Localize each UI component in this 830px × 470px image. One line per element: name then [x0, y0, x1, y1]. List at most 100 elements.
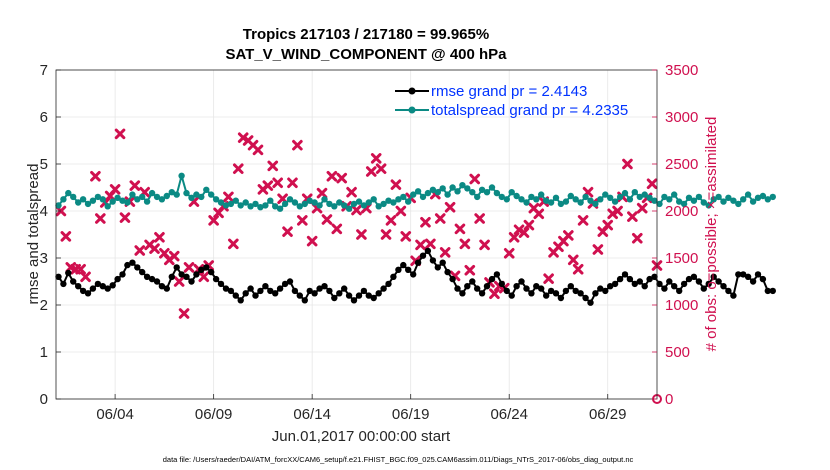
obs-assimilated-marker [267, 160, 279, 172]
rmse-point [449, 275, 456, 283]
rmse-point [148, 275, 156, 283]
totalspread-point [331, 203, 338, 210]
totalspread-point [641, 191, 648, 198]
rmse-point [680, 280, 688, 288]
rmse-point [75, 283, 82, 290]
rmse-point [483, 283, 491, 290]
obs-assimilated-marker [400, 231, 412, 242]
rmse-point [651, 273, 658, 280]
rmse-point [291, 287, 299, 295]
obs-assimilated-marker [489, 288, 500, 300]
obs-assimilated-marker [292, 139, 303, 151]
totalspread-point [661, 193, 668, 201]
obs-assimilated-marker [627, 211, 638, 222]
totalspread-point [424, 189, 432, 197]
y-tick-label-right: 2500 [665, 156, 698, 173]
series-layer [55, 128, 776, 404]
rmse-point [700, 285, 707, 292]
obs-assimilated-marker [533, 208, 545, 220]
plot-frame [55, 69, 658, 400]
obs-assimilated-marker [316, 187, 328, 199]
totalspread-point [84, 200, 92, 208]
x-tick-label: 06/09 [195, 406, 233, 423]
rmse-point [336, 290, 343, 297]
totalspread-point [276, 205, 284, 212]
obs-assimilated-marker [272, 177, 283, 189]
rmse-point [419, 252, 427, 259]
totalspread-point [759, 192, 767, 200]
totalspread-point [483, 189, 491, 196]
rmse-point [661, 285, 668, 292]
obs-assimilated-marker [149, 243, 160, 254]
totalspread-point [143, 198, 151, 205]
rmse-point [296, 292, 303, 299]
rmse-point [602, 287, 609, 295]
rmse-point [227, 287, 235, 295]
totalspread-point [203, 186, 210, 193]
obs-assimilated-marker [356, 229, 367, 240]
obs-assimilated-marker [420, 216, 431, 228]
obs-assimilated-marker [178, 308, 190, 319]
rmse-point [488, 275, 496, 283]
totalspread-point [129, 191, 136, 198]
x-tick-label: 06/19 [392, 406, 430, 423]
rmse-point [607, 283, 614, 290]
rmse-point [173, 264, 180, 271]
y-tick-label-left: 5 [40, 156, 48, 173]
y-tick-label-left: 6 [40, 109, 48, 126]
rmse-point [730, 292, 737, 299]
rmse-point [375, 290, 382, 297]
rmse-point [735, 271, 742, 278]
totalspread-point [99, 196, 107, 203]
totalspread-point [528, 193, 535, 201]
obs-assimilated-marker [223, 191, 234, 203]
y-axis-label-right: # of obs: o=possible; ×=assimilated [703, 117, 720, 352]
rmse-point [178, 271, 185, 278]
obs-assimilated-marker [523, 219, 535, 231]
legend: rmse grand pr = 2.4143 totalspread grand… [395, 83, 628, 119]
totalspread-point [158, 196, 166, 203]
rmse-point [70, 278, 77, 285]
rmse-point [557, 294, 565, 302]
obs-assimilated-marker [395, 205, 407, 217]
totalspread-point [365, 199, 372, 206]
totalspread-point [513, 192, 520, 200]
rmse-point [212, 275, 220, 283]
totalspread-point [139, 193, 146, 201]
totalspread-point [469, 189, 476, 196]
rmse-point [217, 280, 225, 288]
obs-assimilated-marker [370, 153, 382, 164]
totalspread-point [631, 189, 638, 196]
totalspread-point [390, 199, 397, 206]
obs-assimilated-marker [306, 235, 318, 247]
totalspread-point [414, 188, 422, 195]
totalspread-point [671, 191, 678, 198]
obs-assimilated-marker [503, 248, 515, 259]
rmse-point [474, 285, 481, 292]
totalspread-point [562, 198, 570, 205]
rmse-point [168, 273, 175, 280]
totalspread-point [148, 189, 156, 197]
rmse-point [139, 268, 146, 276]
totalspread-point [744, 191, 752, 198]
rmse-point [508, 292, 515, 299]
rmse-point [434, 264, 441, 271]
rmse-point [198, 266, 205, 273]
obs-assimilated-marker [114, 128, 126, 140]
rmse-point [360, 287, 368, 295]
totalspread-point [695, 193, 703, 201]
totalspread-point [710, 196, 717, 203]
totalspread-point [557, 200, 565, 208]
totalspread-point [341, 202, 348, 209]
obs-assimilated-marker [365, 166, 377, 177]
obs-assimilated-marker [474, 213, 485, 224]
rmse-point [528, 290, 535, 297]
y-tick-label-left: 2 [40, 297, 48, 314]
totalspread-point [725, 194, 732, 201]
obs-assimilated-marker [469, 173, 481, 185]
totalspread-point [252, 200, 259, 208]
totalspread-point [311, 199, 318, 206]
rmse-point [715, 278, 722, 285]
rmse-point [104, 285, 111, 292]
x-tick-label: 06/29 [589, 406, 627, 423]
